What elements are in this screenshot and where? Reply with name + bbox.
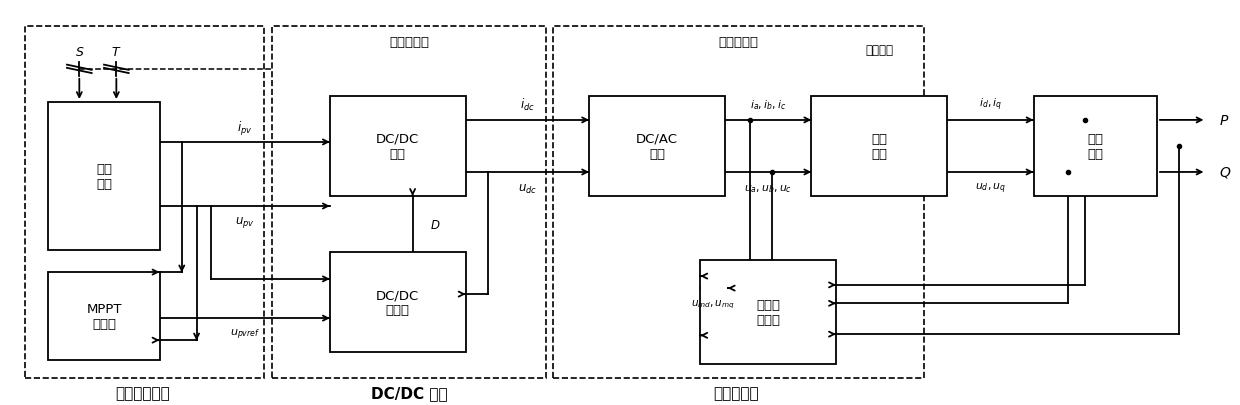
Text: DC/DC
控制器: DC/DC 控制器 <box>376 288 419 316</box>
Text: $u_{pv}$: $u_{pv}$ <box>234 214 254 229</box>
Text: 派克变换: 派克变换 <box>866 44 893 57</box>
Text: $Q$: $Q$ <box>1219 165 1231 180</box>
Text: $u_d, u_q$: $u_d, u_q$ <box>975 181 1006 196</box>
Text: $T$: $T$ <box>112 46 122 59</box>
Text: MPPT
控制器: MPPT 控制器 <box>87 303 122 330</box>
Text: 光伏阵列部分: 光伏阵列部分 <box>115 385 170 400</box>
Text: DC/DC 部分: DC/DC 部分 <box>371 385 448 400</box>
Bar <box>272 27 546 378</box>
Text: $i_d, i_q$: $i_d, i_q$ <box>978 96 1002 113</box>
Text: 功率
计算: 功率 计算 <box>1087 132 1104 160</box>
Bar <box>25 27 264 378</box>
Bar <box>589 97 725 196</box>
Text: $u_{md}, u_{mq}$: $u_{md}, u_{mq}$ <box>691 297 734 310</box>
Bar <box>48 102 160 250</box>
Text: $i_{dc}$: $i_{dc}$ <box>520 97 534 113</box>
Text: $u_{pvref}$: $u_{pvref}$ <box>229 327 260 341</box>
Text: 斩波器电路: 斩波器电路 <box>389 36 429 49</box>
Bar <box>701 260 836 364</box>
Text: $P$: $P$ <box>1219 114 1229 128</box>
Bar <box>330 97 466 196</box>
Text: $i_{pv}$: $i_{pv}$ <box>237 119 253 138</box>
Text: 光伏
阵列: 光伏 阵列 <box>95 162 112 190</box>
Text: 逆变器部分: 逆变器部分 <box>713 385 759 400</box>
Text: $D$: $D$ <box>429 218 440 231</box>
Bar <box>48 273 160 360</box>
Text: $S$: $S$ <box>74 46 84 59</box>
Bar <box>1033 97 1157 196</box>
Bar <box>330 252 466 352</box>
Text: DC/AC
电路: DC/AC 电路 <box>636 132 678 160</box>
Text: $i_a, i_b, i_c$: $i_a, i_b, i_c$ <box>750 98 786 111</box>
Bar <box>553 27 924 378</box>
Text: $u_{dc}$: $u_{dc}$ <box>518 182 537 195</box>
Text: $u_a, u_b, u_c$: $u_a, u_b, u_c$ <box>744 183 792 194</box>
Text: 逆变器
控制器: 逆变器 控制器 <box>756 298 780 326</box>
Bar <box>811 97 947 196</box>
Text: 逆变器电路: 逆变器电路 <box>718 36 759 49</box>
Text: 交流
电网: 交流 电网 <box>872 132 888 160</box>
Text: DC/DC
电路: DC/DC 电路 <box>376 132 419 160</box>
